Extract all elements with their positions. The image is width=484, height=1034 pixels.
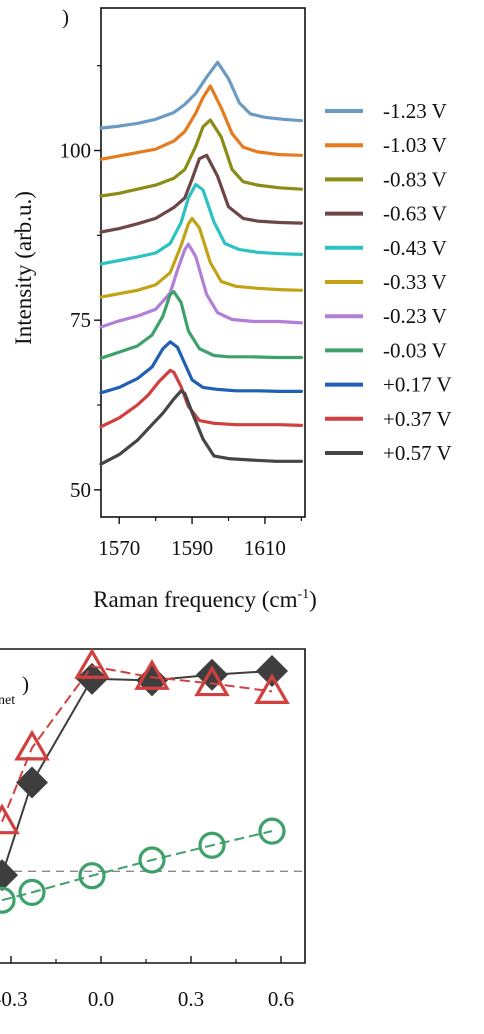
circle-marker	[198, 831, 226, 859]
diamond-marker	[256, 654, 288, 687]
legend-label: -0.83 V	[383, 167, 447, 191]
bottom-x-tick-label: 0.6	[268, 987, 294, 1011]
triangle-marker	[134, 659, 170, 690]
y-tick-label: 50	[70, 478, 91, 502]
triangle-marker	[254, 673, 290, 704]
top-x-axis: 1570 1590 1610	[98, 517, 302, 560]
scatter-series	[0, 648, 290, 914]
spectrum-line-2	[99, 118, 303, 198]
y-tick-label: 75	[70, 308, 91, 332]
circle-marker	[138, 846, 166, 874]
scatter-connector-2	[1, 830, 273, 902]
circle-marker	[0, 886, 16, 914]
spectrum-line-1	[99, 84, 303, 161]
legend-label: -0.43 V	[383, 236, 447, 260]
diamond-marker	[16, 766, 48, 799]
legend-label: +0.37 V	[383, 407, 452, 431]
bottom-x-tick-label: -0.3	[0, 987, 28, 1011]
triangle-marker	[14, 729, 50, 761]
spectrum-line-3	[99, 153, 303, 234]
legend: -1.23 V -1.03 V -0.83 V -0.63 V -0.43 V -0.33…	[325, 99, 452, 465]
x-axis-title-sup: -1	[298, 587, 310, 602]
circle-marker	[18, 878, 46, 906]
spectrum-line-7	[99, 290, 303, 360]
bottom-plot-frame	[0, 648, 306, 964]
x-axis-title-main: Raman frequency (cm	[93, 587, 297, 612]
legend-label: -0.03 V	[383, 338, 447, 362]
y-tick-label: 100	[60, 139, 92, 163]
x-tick-label: 1610	[244, 536, 286, 560]
spectrum-line-5	[99, 216, 303, 299]
bottom-x-axis: -0.3 0.0 0.3 0.6	[0, 956, 294, 1011]
bottom-x-tick-label: 0.3	[178, 987, 204, 1011]
legend-label: -0.33 V	[383, 270, 447, 294]
spectrum-line-8	[99, 340, 303, 395]
panel-label-top: )	[62, 5, 69, 29]
bottom-scatter-panel: net ) -0.3 0.0 0.3 0.6	[0, 648, 306, 1011]
diamond-marker	[0, 859, 18, 892]
spectrum-line-10	[99, 389, 303, 466]
spectrum-line-6	[99, 242, 303, 329]
bottom-x-tick-label: 0.0	[88, 987, 114, 1011]
bottom-label-fragment: net	[0, 693, 15, 708]
triangle-marker	[74, 648, 110, 679]
x-tick-label: 1570	[98, 536, 140, 560]
legend-label: +0.17 V	[383, 373, 452, 397]
spectrum-line-9	[99, 368, 303, 429]
circle-marker	[258, 817, 286, 845]
spectrum-line-0	[99, 60, 303, 130]
triangle-marker	[194, 665, 230, 697]
legend-label: -0.63 V	[383, 202, 447, 226]
legend-label: -1.23 V	[383, 99, 447, 123]
bottom-label-close: )	[22, 672, 29, 696]
legend-label: -1.03 V	[383, 133, 447, 157]
legend-label: -0.23 V	[383, 304, 447, 328]
top-y-axis: 50 75 100	[60, 65, 101, 502]
triangle-marker	[0, 803, 20, 835]
x-axis-title-tail: )	[309, 587, 317, 612]
raman-spectra-panel: ) 50 75 100 1570 1590 1610 Intensity (arb.u.…	[11, 5, 452, 612]
y-axis-title: Intensity (arb.u.)	[11, 191, 36, 345]
legend-label: +0.57 V	[383, 441, 452, 465]
spectra-lines	[99, 60, 303, 466]
circle-marker	[78, 862, 106, 890]
scatter-connector-0	[1, 670, 273, 876]
x-axis-title: Raman frequency (cm-1)	[93, 587, 317, 612]
spectrum-line-4	[99, 182, 303, 266]
x-tick-label: 1590	[171, 536, 213, 560]
